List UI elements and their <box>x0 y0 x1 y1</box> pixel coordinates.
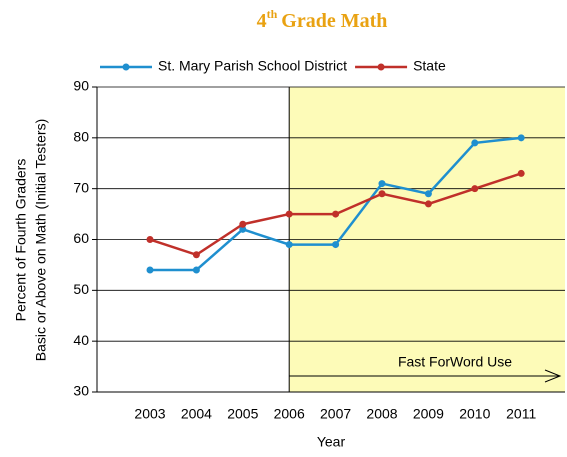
data-point <box>285 210 293 218</box>
y-tick-label: 60 <box>73 230 89 246</box>
data-point <box>471 139 479 147</box>
y-tick-label: 80 <box>73 129 89 145</box>
data-point <box>285 241 293 249</box>
annotation-arrowhead <box>544 369 562 383</box>
data-point <box>332 241 340 249</box>
x-axis-label: Year <box>317 434 346 450</box>
y-tick-label: 90 <box>73 78 89 94</box>
annotation: Fast ForWord Use <box>398 354 512 370</box>
x-tick-label: 2007 <box>320 406 351 422</box>
data-point <box>146 236 154 243</box>
legend-marker <box>122 63 130 71</box>
data-point <box>239 220 247 228</box>
y-axis-label: Percent of Fourth Graders <box>13 159 29 322</box>
x-tick-label: 2004 <box>181 406 212 422</box>
x-tick-label: 2008 <box>366 406 397 422</box>
legend-label: State <box>413 58 446 74</box>
data-point <box>192 251 200 259</box>
x-tick-label: 2010 <box>459 406 490 422</box>
data-point <box>517 134 525 142</box>
y-tick-label: 30 <box>73 383 89 399</box>
chart-title: 4th Grade Math <box>257 7 388 32</box>
x-tick-label: 2003 <box>134 406 165 422</box>
data-point <box>332 210 340 218</box>
data-point <box>517 169 525 177</box>
y-axis-label: Basic or Above on Math (Initial Testers) <box>33 119 49 362</box>
x-tick-label: 2011 <box>506 406 536 422</box>
data-point <box>378 190 386 198</box>
y-tick-label: 50 <box>73 281 89 297</box>
data-point <box>424 190 432 198</box>
legend-label: St. Mary Parish School District <box>158 58 347 74</box>
y-tick-label: 70 <box>73 179 89 195</box>
data-point <box>424 200 432 208</box>
x-tick-label: 2005 <box>227 406 258 422</box>
data-point <box>471 185 479 193</box>
y-tick-label: 40 <box>73 332 89 348</box>
legend-marker <box>377 63 385 71</box>
x-tick-label: 2009 <box>413 406 444 422</box>
data-point <box>146 266 154 274</box>
data-point <box>378 180 386 188</box>
data-point <box>192 266 200 274</box>
x-tick-label: 2006 <box>274 406 305 422</box>
data-point <box>239 225 247 233</box>
